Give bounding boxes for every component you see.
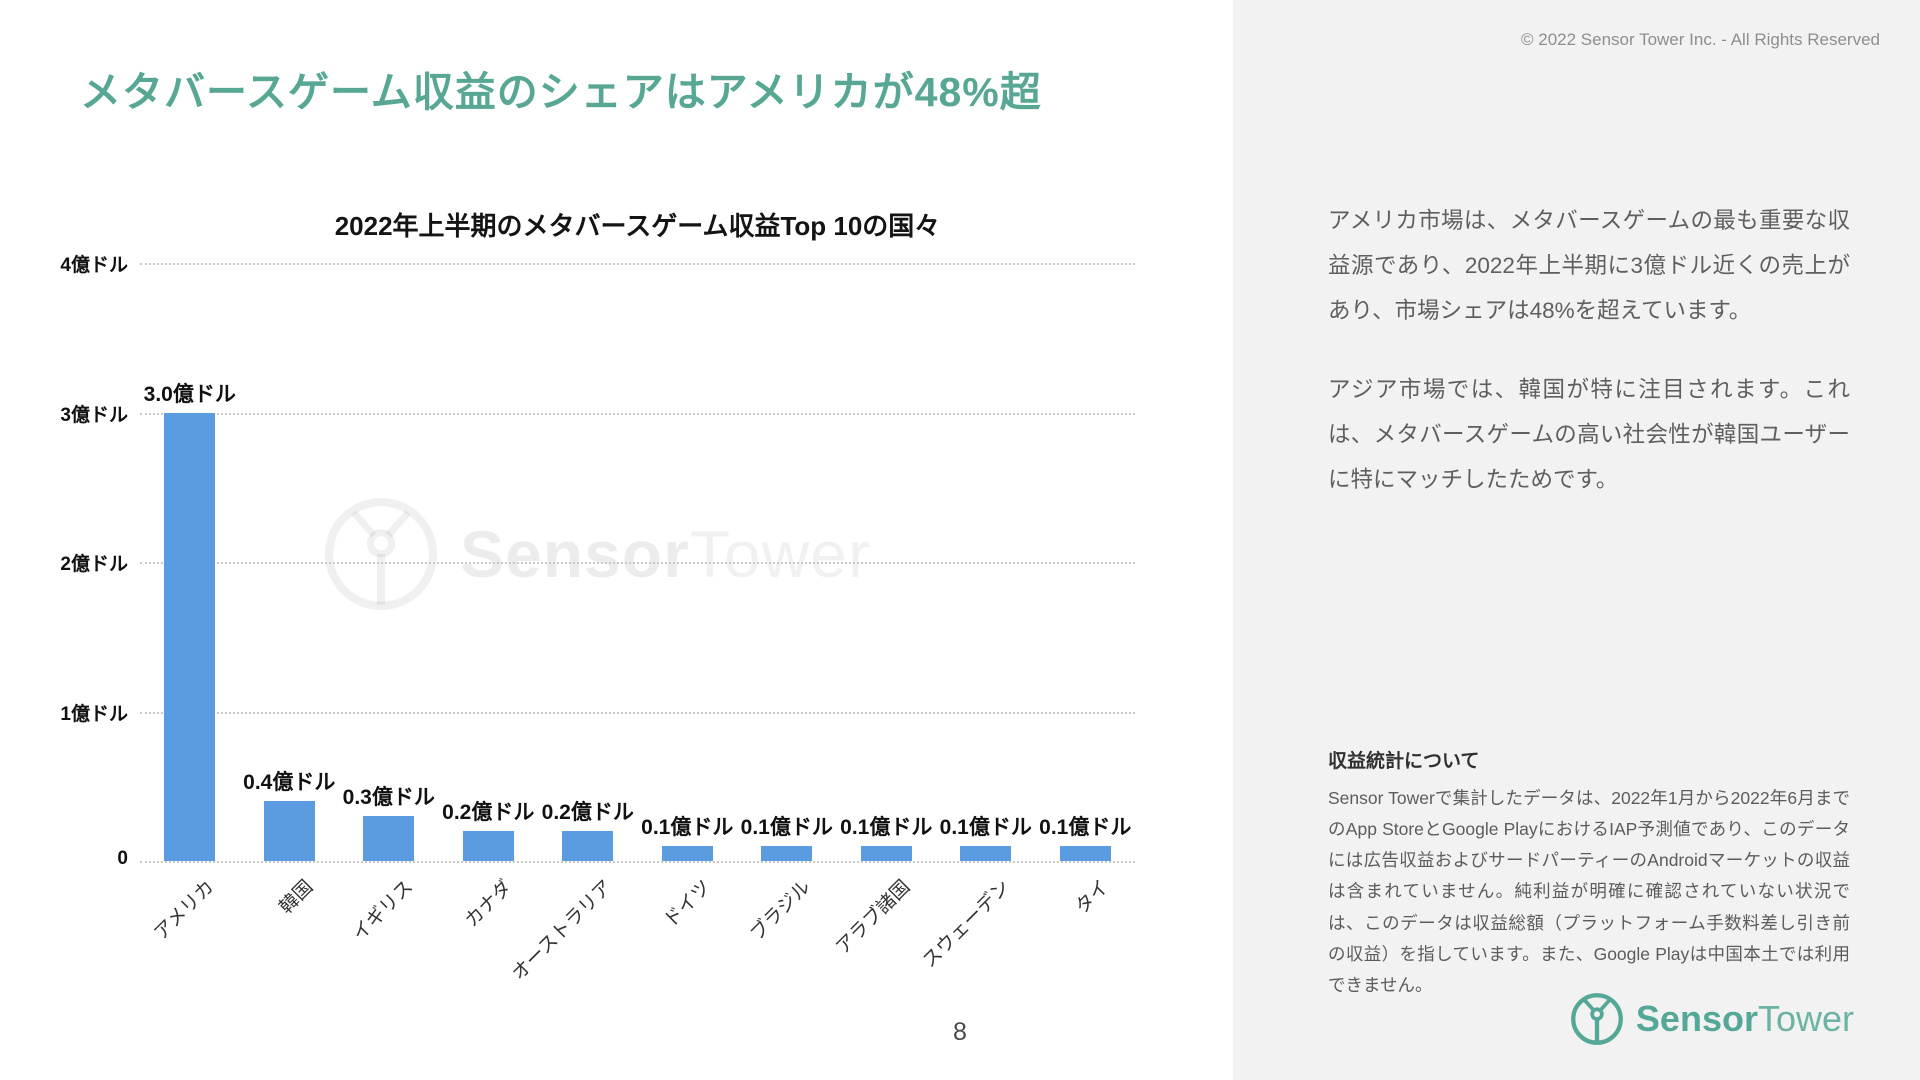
logo-text-tower: Tower xyxy=(1757,998,1854,1039)
page-number: 8 xyxy=(953,1018,967,1046)
bar-value-label: 0.3億ドル xyxy=(342,786,435,810)
methodology-notes: 収益統計について Sensor Towerで集計したデータは、2022年1月から… xyxy=(1328,746,1850,1001)
bar-value-label: 0.2億ドル xyxy=(442,801,535,825)
commentary-paragraph-1: アメリカ市場は、メタバースゲームの最も重要な収益源であり、2022年上半期に3億… xyxy=(1328,208,1850,323)
sensor-tower-logo: SensorTower xyxy=(1570,992,1854,1046)
watermark-text-sensor: Sensor xyxy=(460,517,690,591)
x-axis-label: ドイツ xyxy=(660,876,716,932)
gridline xyxy=(140,562,1135,564)
bar-value-label: 0.1億ドル xyxy=(1039,816,1132,840)
gridline xyxy=(140,711,1135,714)
bar-value-label: 0.1億ドル xyxy=(840,816,933,840)
x-axis-label: オーストラリア xyxy=(507,876,617,985)
bar xyxy=(462,831,514,861)
copyright-text: © 2022 Sensor Tower Inc. - All Rights Re… xyxy=(1521,30,1880,49)
notes-heading: 収益統計について xyxy=(1328,751,1480,772)
gridline xyxy=(140,412,1135,415)
y-axis-tick-label: 0 xyxy=(117,848,128,869)
watermark-text: SensorTower xyxy=(460,516,871,592)
x-axis-label: カナダ xyxy=(461,876,517,932)
watermark-text-tower: Tower xyxy=(689,517,871,591)
y-axis-tick-label: 3億ドル xyxy=(60,404,128,426)
chart-title: 2022年上半期のメタバースゲーム収益Top 10の国々 xyxy=(334,211,941,241)
commentary-paragraph-2: アジア市場では、韓国が特に注目されます。これは、メタバースゲームの高い社会性が韓… xyxy=(1328,377,1850,492)
sensor-tower-watermark-icon xyxy=(324,497,438,611)
x-axis-label: イギリス xyxy=(348,876,418,946)
gridline xyxy=(140,861,1135,863)
slide-title: メタバースゲーム収益のシェアはアメリカが48%超 xyxy=(80,69,1042,115)
y-axis-tick-label: 4億ドル xyxy=(60,255,128,276)
x-axis-label: アラブ諸国 xyxy=(832,876,915,959)
bar xyxy=(263,801,315,861)
bar-value-label: 0.4億ドル xyxy=(243,771,336,795)
logo-text-sensor: Sensor xyxy=(1635,998,1758,1039)
bar xyxy=(761,846,813,861)
gridline xyxy=(140,263,1135,265)
bar-value-label: 0.2億ドル xyxy=(541,801,634,825)
watermark: SensorTower xyxy=(322,495,871,613)
bar xyxy=(1059,846,1111,861)
y-axis-tick-label: 2億ドル xyxy=(60,554,128,575)
y-axis-tick-label: 1億ドル xyxy=(60,703,128,725)
sensor-tower-logo-icon xyxy=(1571,993,1623,1045)
commentary-block: アメリカ市場は、メタバースゲームの最も重要な収益源であり、2022年上半期に3億… xyxy=(1328,198,1850,502)
logo-text: SensorTower xyxy=(1636,998,1854,1040)
plot-area: SensorTower 4億ドル 3億ドル 2億ドル 1億ドル 0 3.0億ドルアメリカ 0… xyxy=(60,255,1135,985)
x-axis-label: アメリカ xyxy=(150,876,219,945)
bar xyxy=(164,412,216,861)
bar xyxy=(860,846,912,861)
bar-value-label: 0.1億ドル xyxy=(939,816,1032,840)
sidebar-panel: © 2022 Sensor Tower Inc. - All Rights Re… xyxy=(1233,0,1920,1080)
bar xyxy=(562,831,614,861)
x-axis-label: タイ xyxy=(1071,876,1114,919)
x-axis-label: スウェーデン xyxy=(918,876,1015,973)
bar-value-label: 0.1億ドル xyxy=(641,816,734,840)
x-axis-label: ブラジル xyxy=(746,876,816,945)
notes-body: Sensor Towerで集計したデータは、2022年1月から2022年6月まで… xyxy=(1328,788,1850,995)
bar xyxy=(661,846,713,861)
bar xyxy=(960,846,1012,861)
bar xyxy=(363,816,415,861)
bar-value-label: 0.1億ドル xyxy=(740,816,833,840)
bar-value-label: 3.0億ドル xyxy=(143,382,236,406)
x-axis-label: 韓国 xyxy=(275,876,318,919)
